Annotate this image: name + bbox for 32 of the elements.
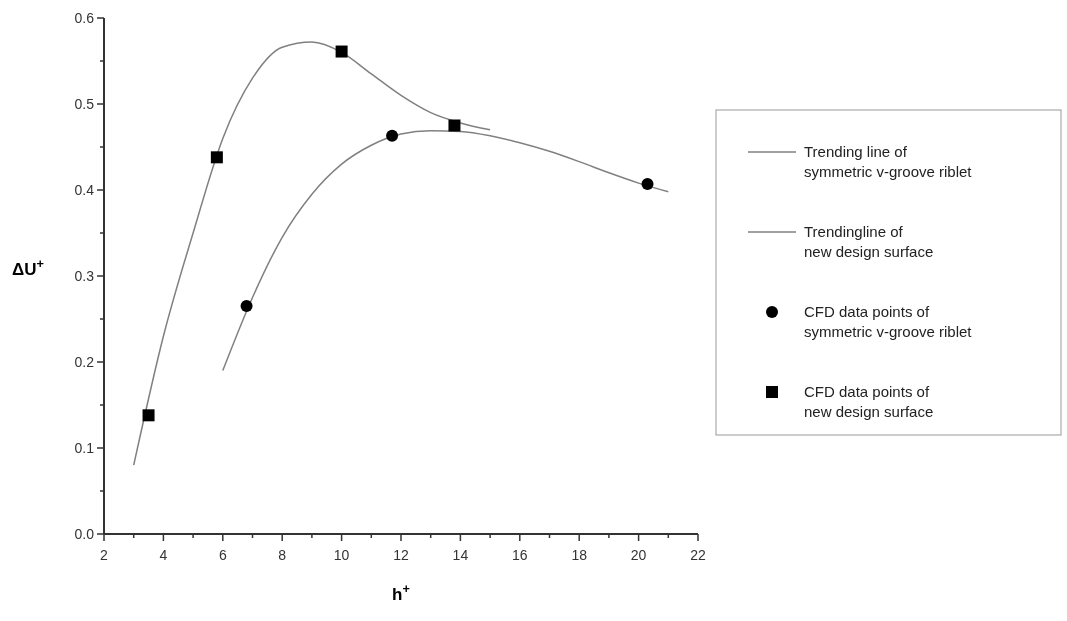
x-tick-label: 18: [571, 547, 588, 563]
legend-label: Trending line of symmetric v-groove riblet: [804, 143, 973, 180]
point: [448, 119, 461, 132]
x-tick-label: 12: [393, 547, 409, 563]
legend-label: CFD data points of new design surface: [804, 383, 934, 420]
x-tick-label: 6: [218, 547, 227, 563]
x-tick-label: 10: [333, 547, 350, 563]
point: [335, 45, 348, 58]
y-tick-label: 0.6: [74, 10, 95, 26]
y-tick-label: 0.2: [74, 354, 95, 370]
y-tick-label: 0.3: [74, 268, 95, 284]
x-tick-label: 20: [630, 547, 647, 563]
x-tick-label: 14: [452, 547, 469, 563]
x-tick-label: 22: [690, 547, 706, 563]
y-tick-label: 0.1: [74, 440, 95, 456]
y-tick-label: 0.5: [74, 96, 95, 112]
x-tick-label: 4: [159, 547, 168, 563]
x-tick-label: 16: [512, 547, 528, 563]
y-axis-title: ΔU$^{+}$: [12, 255, 44, 279]
legend-label: Trendingline of new design surface: [804, 223, 934, 260]
y-tick-label: 0.0: [74, 526, 95, 542]
x-tick-label: 2: [100, 547, 109, 563]
point: [210, 151, 223, 164]
point: [240, 300, 253, 313]
x-tick-label: 8: [278, 547, 287, 563]
point: [386, 129, 399, 142]
legend-label: CFD data points of symmetric v-groove riblet: [804, 303, 973, 340]
y-tick-label: 0.4: [74, 182, 95, 198]
line-series: [132, 41, 491, 466]
x-axis-title: h$^{+}$: [392, 580, 410, 604]
point: [142, 409, 155, 422]
point: [641, 177, 654, 190]
